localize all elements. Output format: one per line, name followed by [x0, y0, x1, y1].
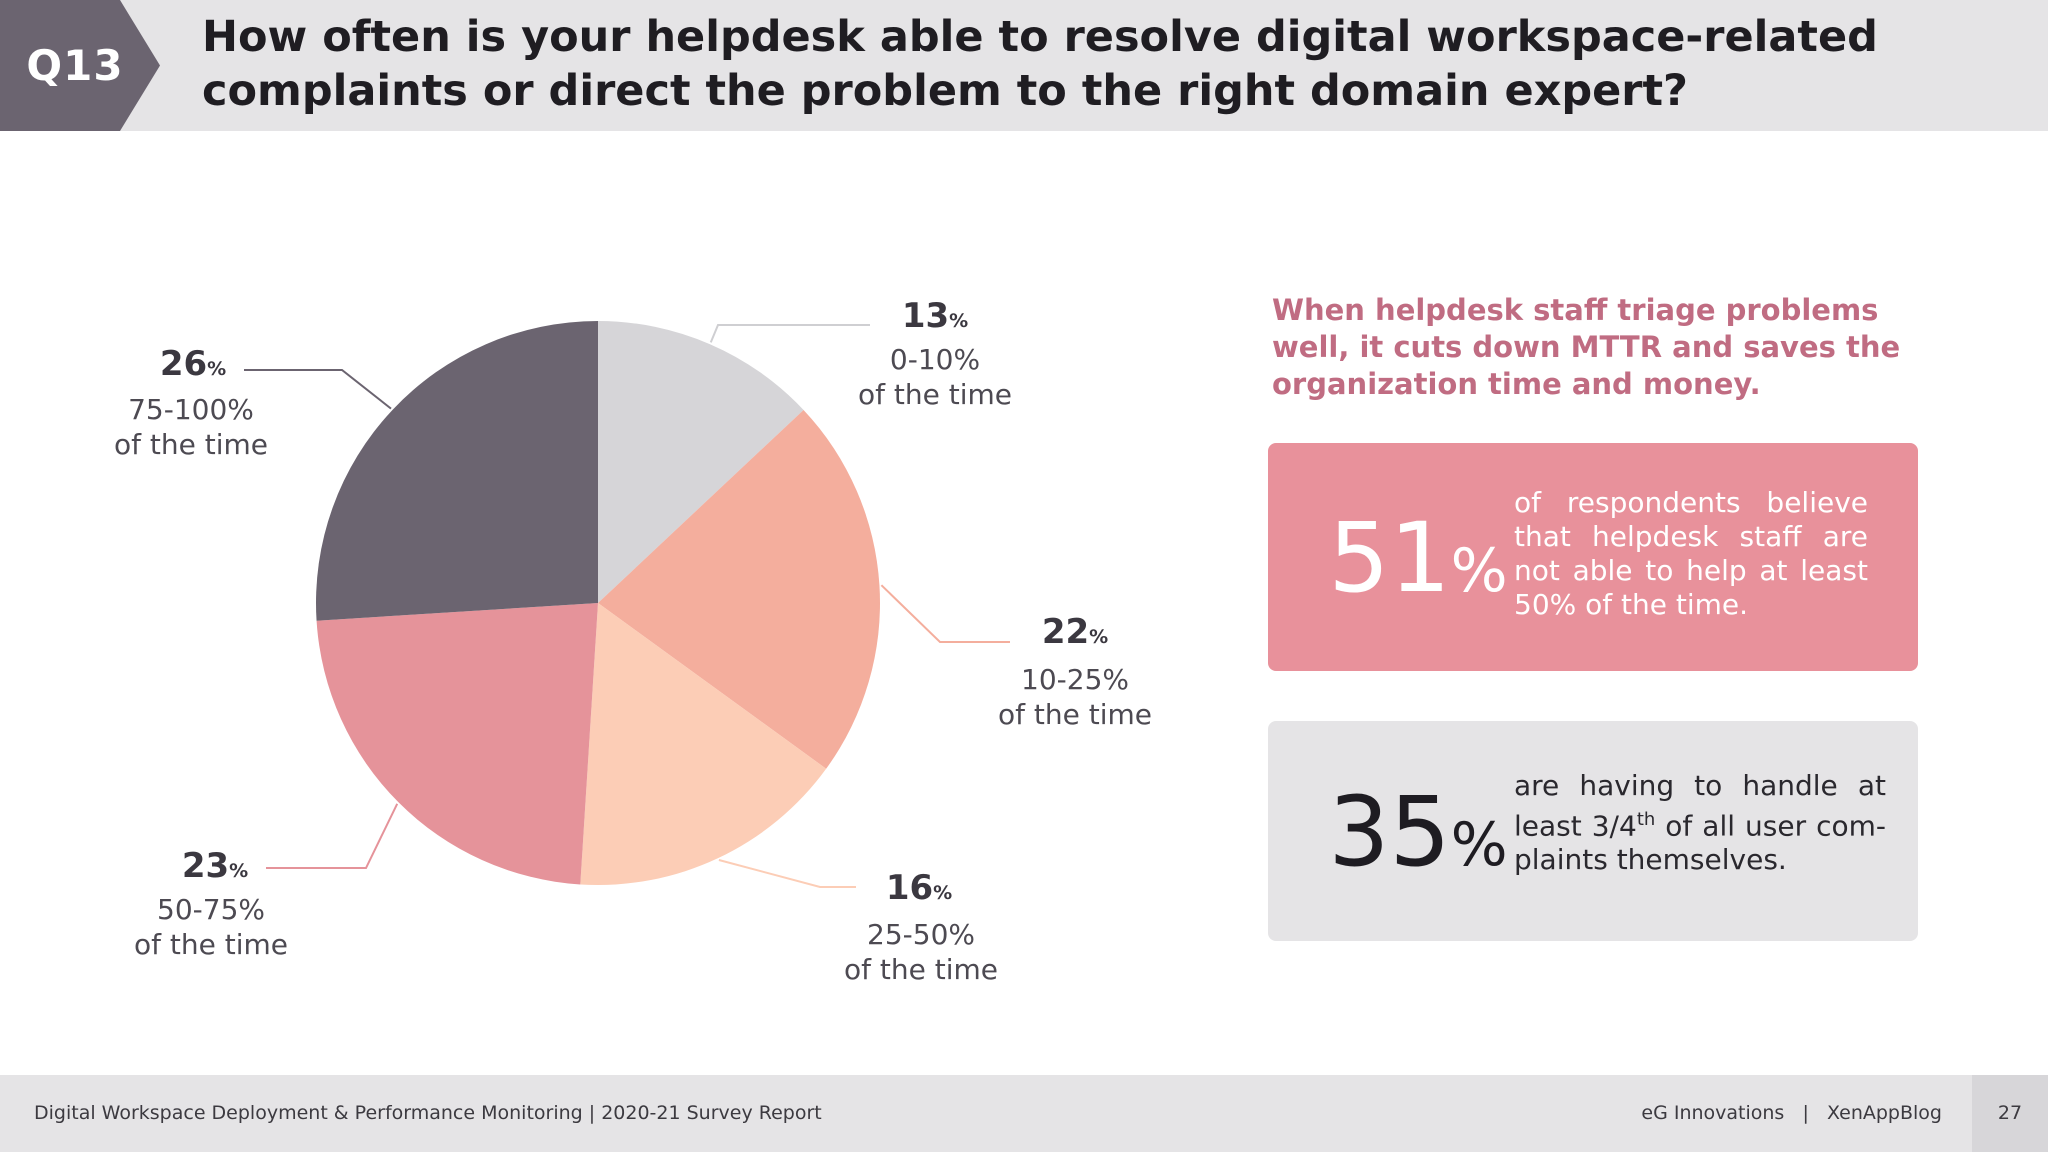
slice-label-50-75: 50-75% of the time: [134, 893, 288, 961]
pie-slice-75-100: [316, 321, 598, 621]
leader-line-25-50: [718, 859, 856, 888]
pie-slice-25-50: [580, 603, 827, 885]
slice-percent-50-75: 23%: [181, 846, 249, 886]
slice-percent-75-100: 26%: [159, 344, 227, 384]
header-band: [0, 0, 2048, 131]
slice-percent-0-10: 13%: [901, 296, 969, 336]
stat-value-35: 35%: [1328, 776, 1508, 888]
insight-text: When helpdesk staff triage problems well…: [1272, 293, 1901, 401]
slice-label-10-25: 10-25% of the time: [998, 663, 1152, 731]
slice-label-25-50: 25-50% of the time: [844, 918, 998, 986]
question-title: How often is your helpdesk able to resol…: [202, 12, 1878, 116]
leader-line-0-10: [709, 324, 870, 343]
stat-value-51: 51%: [1328, 502, 1508, 614]
leader-line-75-100: [244, 369, 392, 410]
stat-description-35: are having to handle at least 3/4th of a…: [1514, 769, 1886, 877]
footer-brands: eG Innovations | XenAppBlog: [1641, 1102, 1942, 1124]
slice-percent-25-50: 16%: [885, 868, 953, 908]
leader-line-10-25: [880, 584, 1010, 643]
slice-label-75-100: 75-100% of the time: [114, 393, 268, 461]
leader-line-50-75: [266, 803, 399, 869]
pie-slice-10-25: [598, 409, 880, 769]
pie-slice-50-75: [316, 603, 598, 885]
slice-label-0-10: 0-10% of the time: [858, 343, 1012, 411]
footer: Digital Workspace Deployment & Performan…: [0, 1075, 2048, 1152]
page-number: 27: [1972, 1075, 2048, 1152]
question-label: Q13: [26, 41, 124, 90]
slice-percent-10-25: 22%: [1041, 612, 1109, 652]
stat-box-35: 35% are having to handle at least 3/4th …: [1268, 721, 1918, 941]
stat-box-51: 51% of respondents believe that helpdesk…: [1268, 443, 1918, 671]
question-badge: [0, 0, 160, 131]
stat-description-51: of respondents believe that helpdesk sta…: [1514, 486, 1868, 621]
footer-report-title: Digital Workspace Deployment & Performan…: [34, 1102, 822, 1124]
pie-slice-0-10: [598, 321, 804, 603]
